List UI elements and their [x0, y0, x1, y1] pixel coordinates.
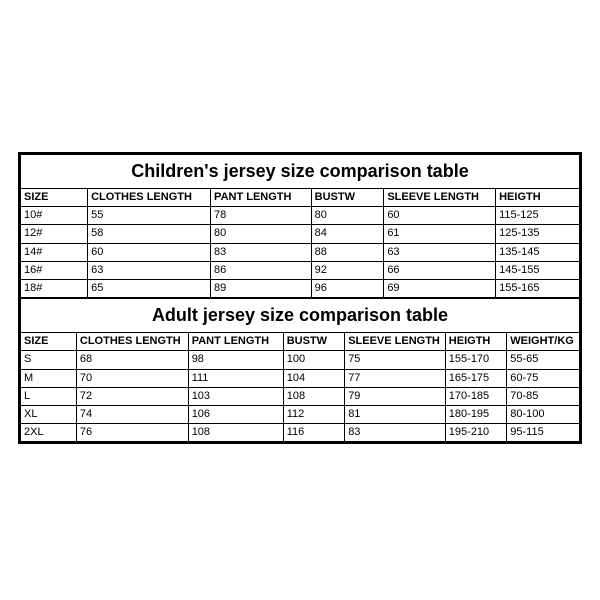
- cell: 63: [384, 243, 496, 261]
- cell: 112: [283, 405, 344, 423]
- cell: 80: [311, 207, 384, 225]
- col-sleeve: SLEEVE LENGTH: [345, 333, 446, 351]
- cell: XL: [21, 405, 77, 423]
- cell: 70-85: [507, 387, 580, 405]
- cell: 84: [311, 225, 384, 243]
- adult-size-table: Adult jersey size comparison table SIZE …: [20, 298, 580, 442]
- table-row: 2XL 76 108 116 83 195-210 95-115: [21, 424, 580, 442]
- children-header-row: SIZE CLOTHES LENGTH PANT LENGTH BUSTW SL…: [21, 189, 580, 207]
- cell: 96: [311, 279, 384, 297]
- cell: 83: [211, 243, 312, 261]
- col-pant: PANT LENGTH: [188, 333, 283, 351]
- cell: 58: [88, 225, 211, 243]
- cell: 155-170: [445, 351, 506, 369]
- children-title-row: Children's jersey size comparison table: [21, 155, 580, 189]
- col-clothes: CLOTHES LENGTH: [88, 189, 211, 207]
- cell: 111: [188, 369, 283, 387]
- children-size-table: Children's jersey size comparison table …: [20, 154, 580, 298]
- cell: 60: [88, 243, 211, 261]
- children-table-title: Children's jersey size comparison table: [21, 155, 580, 189]
- cell: 106: [188, 405, 283, 423]
- cell: 125-135: [496, 225, 580, 243]
- col-bustw: BUSTW: [311, 189, 384, 207]
- page: Children's jersey size comparison table …: [0, 0, 600, 600]
- col-bustw: BUSTW: [283, 333, 344, 351]
- cell: 104: [283, 369, 344, 387]
- cell: 108: [283, 387, 344, 405]
- cell: 65: [88, 279, 211, 297]
- col-height: HEIGTH: [496, 189, 580, 207]
- adult-header-row: SIZE CLOTHES LENGTH PANT LENGTH BUSTW SL…: [21, 333, 580, 351]
- cell: 66: [384, 261, 496, 279]
- table-row: 18# 65 89 96 69 155-165: [21, 279, 580, 297]
- cell: 16#: [21, 261, 88, 279]
- cell: 81: [345, 405, 446, 423]
- col-sleeve: SLEEVE LENGTH: [384, 189, 496, 207]
- cell: 10#: [21, 207, 88, 225]
- cell: 95-115: [507, 424, 580, 442]
- cell: 86: [211, 261, 312, 279]
- cell: S: [21, 351, 77, 369]
- cell: 14#: [21, 243, 88, 261]
- cell: 195-210: [445, 424, 506, 442]
- cell: 68: [76, 351, 188, 369]
- cell: 79: [345, 387, 446, 405]
- cell: 69: [384, 279, 496, 297]
- cell: 72: [76, 387, 188, 405]
- cell: 88: [311, 243, 384, 261]
- cell: L: [21, 387, 77, 405]
- cell: 108: [188, 424, 283, 442]
- table-row: 16# 63 86 92 66 145-155: [21, 261, 580, 279]
- cell: 80-100: [507, 405, 580, 423]
- cell: 12#: [21, 225, 88, 243]
- col-size: SIZE: [21, 189, 88, 207]
- cell: 60-75: [507, 369, 580, 387]
- col-pant: PANT LENGTH: [211, 189, 312, 207]
- cell: 77: [345, 369, 446, 387]
- cell: 2XL: [21, 424, 77, 442]
- col-weight: WEIGHT/KG: [507, 333, 580, 351]
- cell: 98: [188, 351, 283, 369]
- table-row: M 70 111 104 77 165-175 60-75: [21, 369, 580, 387]
- cell: 100: [283, 351, 344, 369]
- cell: 61: [384, 225, 496, 243]
- cell: 115-125: [496, 207, 580, 225]
- cell: 89: [211, 279, 312, 297]
- table-row: 12# 58 80 84 61 125-135: [21, 225, 580, 243]
- cell: 55-65: [507, 351, 580, 369]
- table-row: XL 74 106 112 81 180-195 80-100: [21, 405, 580, 423]
- table-row: S 68 98 100 75 155-170 55-65: [21, 351, 580, 369]
- cell: 145-155: [496, 261, 580, 279]
- cell: 83: [345, 424, 446, 442]
- cell: 78: [211, 207, 312, 225]
- col-clothes: CLOTHES LENGTH: [76, 333, 188, 351]
- table-row: 14# 60 83 88 63 135-145: [21, 243, 580, 261]
- cell: 180-195: [445, 405, 506, 423]
- cell: 55: [88, 207, 211, 225]
- cell: 135-145: [496, 243, 580, 261]
- table-row: 10# 55 78 80 60 115-125: [21, 207, 580, 225]
- cell: 165-175: [445, 369, 506, 387]
- cell: 63: [88, 261, 211, 279]
- col-size: SIZE: [21, 333, 77, 351]
- cell: 80: [211, 225, 312, 243]
- cell: 74: [76, 405, 188, 423]
- adult-table-title: Adult jersey size comparison table: [21, 299, 580, 333]
- table-row: L 72 103 108 79 170-185 70-85: [21, 387, 580, 405]
- cell: 116: [283, 424, 344, 442]
- adult-title-row: Adult jersey size comparison table: [21, 299, 580, 333]
- cell: 170-185: [445, 387, 506, 405]
- cell: 76: [76, 424, 188, 442]
- cell: 18#: [21, 279, 88, 297]
- cell: 92: [311, 261, 384, 279]
- cell: 103: [188, 387, 283, 405]
- tables-container: Children's jersey size comparison table …: [18, 152, 582, 444]
- cell: 60: [384, 207, 496, 225]
- cell: 155-165: [496, 279, 580, 297]
- cell: 75: [345, 351, 446, 369]
- cell: M: [21, 369, 77, 387]
- cell: 70: [76, 369, 188, 387]
- col-height: HEIGTH: [445, 333, 506, 351]
